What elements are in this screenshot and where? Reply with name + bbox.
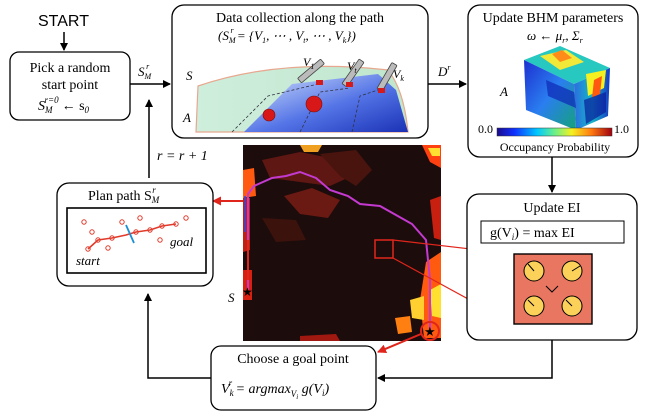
bhm-title: Update BHM parameters xyxy=(483,11,624,26)
colorbar xyxy=(496,127,613,137)
pick-start-box: Pick a random start point SMr=0 ← s0 xyxy=(9,51,131,121)
sensor-vt-icon xyxy=(341,58,365,88)
zoom-region-box xyxy=(374,239,394,259)
arrow-goal-circle-to-choose xyxy=(377,333,422,354)
voxel-cube-image xyxy=(524,46,610,130)
sensor-vk-icon xyxy=(376,62,398,93)
label-s-scene: S xyxy=(186,68,193,83)
plan-title: Plan path SMr xyxy=(88,185,160,205)
label-vk: Vk xyxy=(393,67,404,83)
loop-label: r = r + 1 xyxy=(157,149,208,164)
start-star-icon: ★ xyxy=(242,285,253,299)
colorbar-label: Occupancy Probability xyxy=(500,140,610,154)
bhm-label-a: A xyxy=(499,84,508,99)
arrow-label-sm: SMr xyxy=(138,62,153,81)
arrow-label-dr: Dr xyxy=(437,63,451,79)
goal-formula: Vkr = argmaxVi g(Vi) xyxy=(221,378,329,401)
ei-formula: g(Vi) = max EI xyxy=(490,226,575,242)
obstacle-sphere-small xyxy=(262,108,276,122)
colorbar-max: 1.0 xyxy=(614,122,629,136)
data-collection-title: Data collection along the path xyxy=(216,11,384,26)
plan-path-box: Plan path SMr start goal xyxy=(56,182,214,287)
plan-start-label: start xyxy=(76,253,100,268)
goal-circle xyxy=(420,321,440,341)
arrow-ei-to-goal xyxy=(377,340,553,382)
plan-inner-frame xyxy=(66,207,207,274)
fov-dash-3 xyxy=(351,87,385,133)
data-collection-formula: (SMr = {V1, ⋯ , Vt, ⋯ , Vk}) xyxy=(218,26,356,45)
pick-line2: start point xyxy=(42,78,98,93)
pick-formula: SMr=0 ← s0 xyxy=(38,95,90,115)
plan-sample-nodes xyxy=(81,215,189,252)
goal-title: Choose a goal point xyxy=(237,352,349,367)
label-a-scene: A xyxy=(182,110,191,125)
pick-line1: Pick a random xyxy=(30,61,111,76)
sensor-v1-icon xyxy=(297,59,325,85)
label-vt: Vt xyxy=(347,59,357,75)
fov-dash-1 xyxy=(231,83,319,133)
label-v1: V1 xyxy=(303,55,314,71)
update-ei-box: Update EI g(Vi) = max EI xyxy=(466,193,638,341)
data-collection-box: Data collection along the path (SMr = {V… xyxy=(171,4,429,139)
plan-goal-label: goal xyxy=(170,234,194,249)
start-label: START xyxy=(38,13,89,30)
planned-path-line xyxy=(247,170,431,330)
ei-formula-frame xyxy=(480,220,625,244)
goal-star-icon: ★ xyxy=(424,324,436,339)
ei-zoom-box xyxy=(513,253,593,325)
obstacle-sphere-large xyxy=(305,95,323,113)
ei-node-arrows xyxy=(527,263,581,307)
colorbar-min: 0.0 xyxy=(478,122,493,136)
arrow-goal-to-plan xyxy=(144,293,211,379)
ei-title: Update EI xyxy=(523,201,580,216)
choose-goal-box: Choose a goal point Vkr = argmaxVi g(Vi) xyxy=(210,345,377,411)
sensor-fov xyxy=(244,74,408,132)
occupancy-map: ★ ★ xyxy=(242,145,441,341)
bhm-formula: ω ← μr, Σr xyxy=(527,28,584,45)
bhm-box: Update BHM parameters ω ← μr, Σr A 0.0 1… xyxy=(467,4,639,158)
map-label-s: S xyxy=(228,290,235,305)
plan-blue-segment xyxy=(125,224,135,244)
